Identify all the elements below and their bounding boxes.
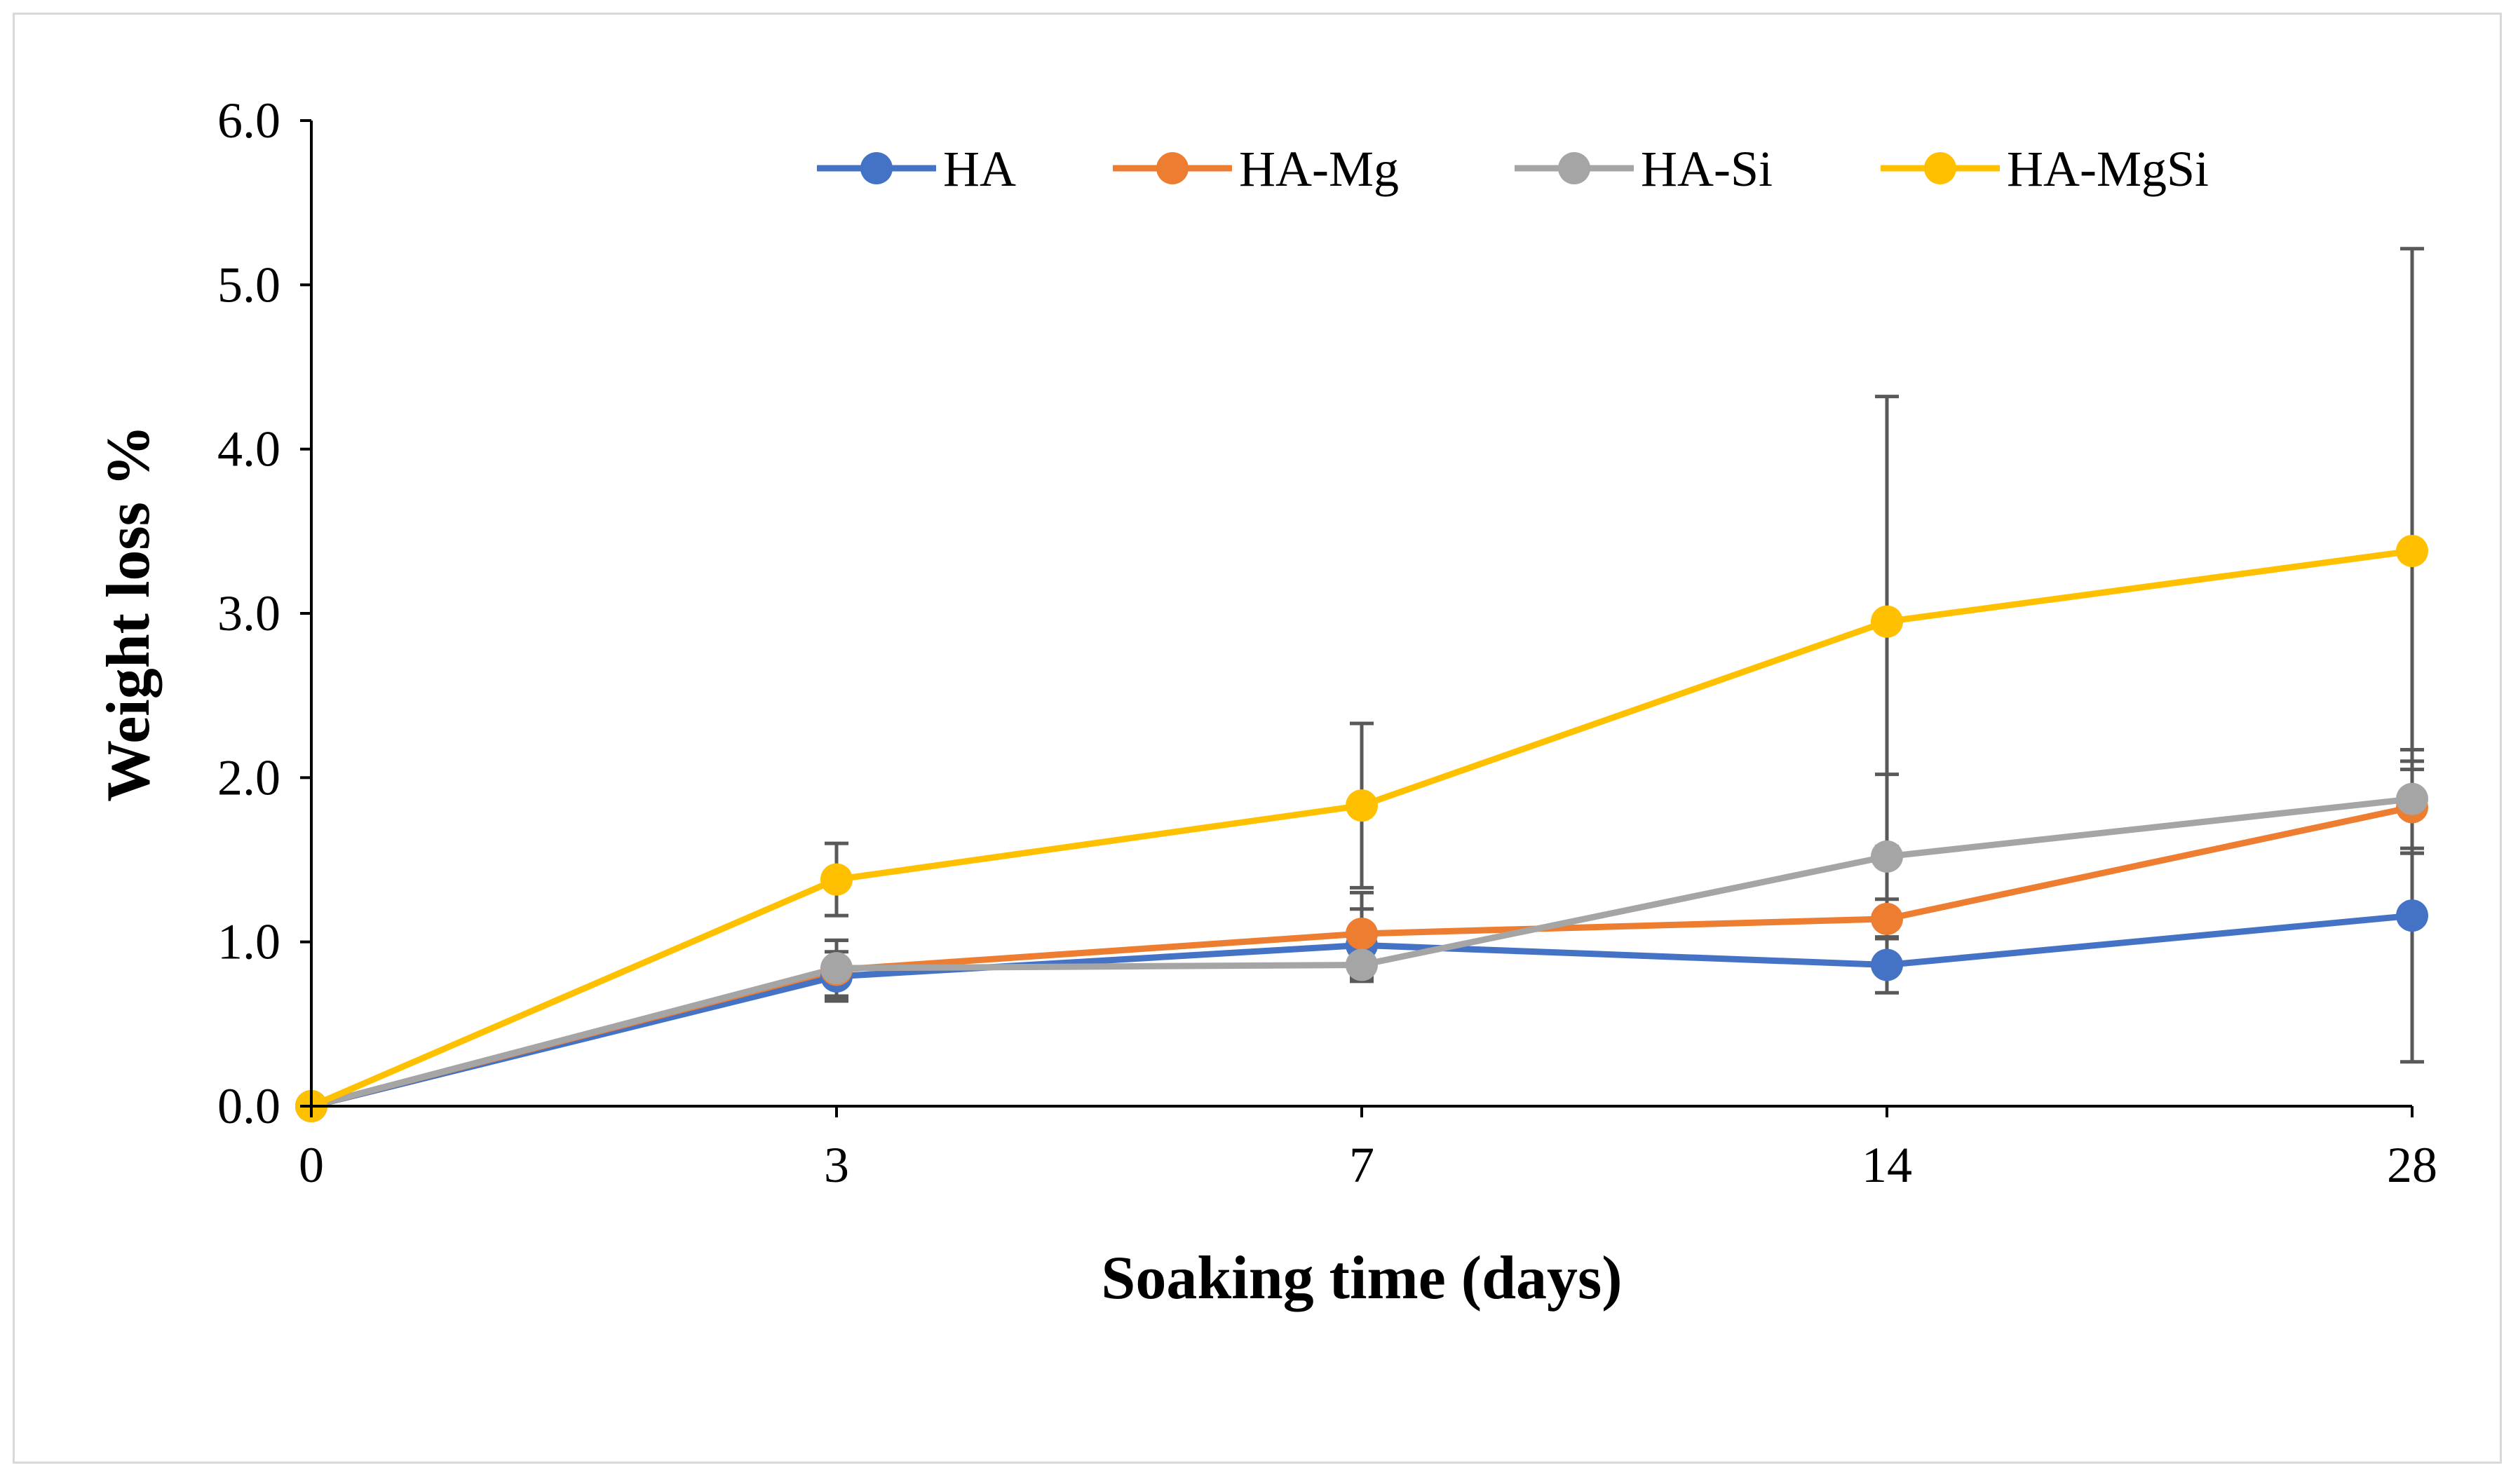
data-point-ha — [1871, 948, 1903, 981]
data-point-ha-mgsi — [1871, 605, 1903, 638]
legend-marker — [1924, 152, 1956, 184]
x-tick-label: 7 — [1349, 1137, 1374, 1193]
data-point-ha-mg — [1346, 917, 1378, 950]
y-tick-label: 5.0 — [217, 257, 280, 313]
legend-item-ha-si: HA-Si — [1515, 141, 1773, 197]
legend-label: HA-Si — [1641, 141, 1773, 197]
legend: HA HA-Mg HA-Si HA-MgSi — [817, 141, 2209, 197]
series-points — [295, 534, 2428, 1122]
legend-item-ha-mgsi: HA-MgSi — [1881, 141, 2209, 197]
y-tick-label: 2.0 — [217, 749, 280, 805]
data-point-ha-si — [1346, 948, 1378, 981]
x-ticks: 0 3 7 14 28 — [299, 1106, 2437, 1193]
y-tick-label: 1.0 — [217, 914, 280, 970]
legend-label: HA-Mg — [1239, 141, 1399, 197]
x-tick-label: 3 — [824, 1137, 849, 1193]
data-point-ha-mgsi — [820, 863, 853, 896]
data-point-ha-mgsi — [2396, 534, 2428, 567]
y-tick-label: 3.0 — [217, 585, 280, 641]
y-tick-label: 6.0 — [217, 93, 280, 149]
x-tick-label: 0 — [299, 1137, 324, 1193]
data-point-ha-mg — [1871, 902, 1903, 935]
y-axis-title: Weight loss % — [95, 425, 163, 802]
legend-label: HA-MgSi — [2007, 141, 2209, 197]
y-tick-label: 4.0 — [217, 421, 280, 477]
x-tick-label: 14 — [1862, 1137, 1912, 1193]
y-ticks: 0.0 1.0 2.0 3.0 4.0 5.0 6.0 — [217, 93, 311, 1134]
legend-marker — [1156, 152, 1189, 184]
y-tick-label: 0.0 — [217, 1078, 280, 1134]
data-point-ha — [2396, 899, 2428, 932]
data-point-ha-si — [2396, 782, 2428, 815]
x-axis-title: Soaking time (days) — [1101, 1244, 1622, 1312]
data-point-ha-si — [820, 952, 853, 985]
legend-marker — [860, 152, 893, 184]
x-tick-label: 28 — [2387, 1137, 2437, 1193]
legend-item-ha-mg: HA-Mg — [1113, 141, 1399, 197]
data-point-ha-si — [1871, 840, 1903, 873]
legend-label: HA — [943, 141, 1016, 197]
legend-marker — [1558, 152, 1590, 184]
chart-frame — [13, 13, 2502, 1464]
data-point-ha-mgsi — [1346, 789, 1378, 822]
legend-item-ha: HA — [817, 141, 1016, 197]
